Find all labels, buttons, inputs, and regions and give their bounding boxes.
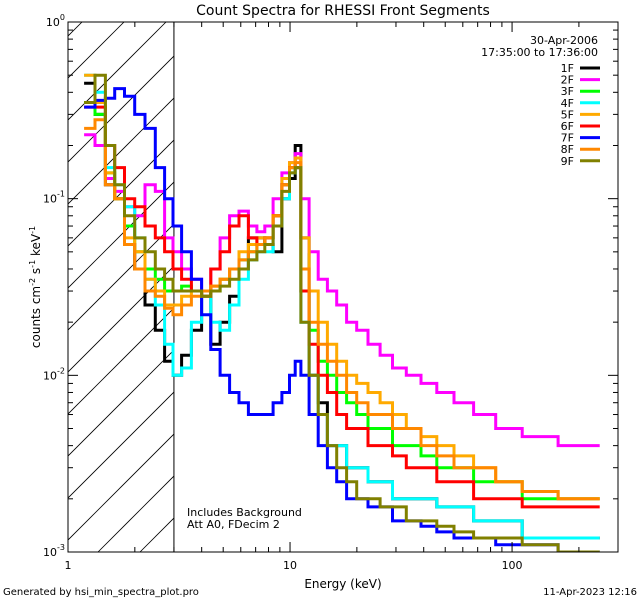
hatch-line	[68, 22, 167, 121]
hatch-line	[476, 0, 640, 552]
hatch-line	[68, 181, 174, 289]
legend-label-6f: 6F	[561, 120, 574, 133]
y-tick-label: 10-1	[43, 190, 65, 206]
hatch-line	[68, 223, 174, 331]
y-tick-exponent: -3	[57, 543, 65, 552]
x-axis-label: Energy (keV)	[304, 577, 381, 591]
x-tick-label: 10	[283, 559, 297, 572]
series-3f	[84, 101, 600, 501]
legend-label-1f: 1F	[561, 62, 574, 75]
hatch-line	[68, 97, 174, 205]
legend-label-2f: 2F	[561, 74, 574, 87]
hatch-line	[68, 433, 174, 541]
hatch-line	[68, 349, 174, 457]
x-tick-label: 1	[65, 559, 72, 572]
generated-by-label: Generated by hsi_min_spectra_plot.pro	[3, 587, 199, 598]
annotation-background: Includes Background	[187, 506, 302, 519]
y-tick-label: 10-3	[43, 543, 65, 559]
hatch-line	[602, 0, 640, 552]
x-axis: 1 10 100	[65, 22, 619, 572]
legend-label-3f: 3F	[561, 85, 574, 98]
y-tick-exponent: 0	[60, 13, 65, 22]
y-tick-base: 10	[43, 546, 57, 559]
y-tick-base: 10	[46, 16, 60, 29]
legend-label-8f: 8F	[561, 143, 574, 156]
hatch-line	[68, 22, 125, 79]
x-tick-label: 100	[502, 559, 523, 572]
ylabel-base: counts cm	[29, 286, 43, 348]
y-tick-base: 10	[43, 369, 57, 382]
timestamp-label: 11-Apr-2023 12:16	[543, 587, 637, 598]
ylabel-exp3: -1	[28, 226, 37, 234]
ylabel-exp1: -2	[28, 278, 37, 286]
legend-label-4f: 4F	[561, 97, 574, 110]
y-tick-exponent: -2	[57, 366, 65, 375]
y-tick-base: 10	[43, 193, 57, 206]
plot-frame	[67, 21, 619, 553]
legend-label-7f: 7F	[561, 132, 574, 145]
hatch-line	[68, 22, 83, 37]
series-layer	[84, 73, 600, 552]
y-axis-label: counts cm-2 s-1 keV-1	[28, 226, 43, 348]
legend-label-5f: 5F	[561, 108, 574, 121]
date-label: 30-Apr-2006	[530, 34, 598, 47]
y-tick-label: 100	[46, 13, 65, 29]
series-1f	[84, 81, 600, 540]
y-tick-label: 10-2	[43, 366, 65, 382]
series-9f	[84, 73, 600, 552]
y-tick-exponent: -1	[57, 190, 65, 199]
ylabel-mid2: keV	[29, 233, 43, 260]
hatch-line	[68, 391, 174, 499]
chart-title: Count Spectra for RHESSI Front Segments	[196, 3, 490, 19]
hatch-line	[518, 0, 640, 552]
time-range-label: 17:35:00 to 17:36:00	[481, 46, 598, 59]
series-8f	[84, 118, 600, 501]
ylabel-mid1: s	[29, 268, 43, 278]
ylabel-exp2: -1	[28, 260, 37, 268]
legend-label-9f: 9F	[561, 155, 574, 168]
annotation-attenuator: Att A0, FDecim 2	[187, 518, 280, 531]
